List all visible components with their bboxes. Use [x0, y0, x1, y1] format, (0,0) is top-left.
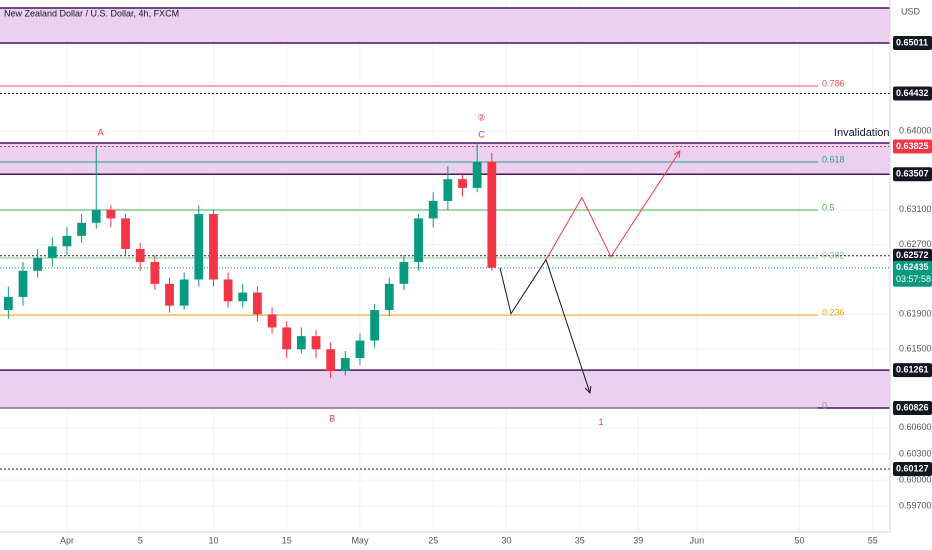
candle-body — [458, 179, 467, 188]
price-label: 0.60127 — [896, 463, 929, 473]
candle-body — [47, 246, 57, 258]
x-tick-label: 10 — [208, 535, 218, 545]
candle-body — [77, 222, 86, 236]
y-tick-label: 0.61900 — [899, 309, 932, 319]
annotation: 1 — [598, 417, 603, 427]
price-label-box — [893, 462, 932, 477]
arrow-head — [584, 385, 592, 395]
candle-body — [179, 279, 189, 306]
candle-body — [311, 336, 321, 350]
candle-body — [340, 357, 350, 372]
candle-body — [296, 336, 306, 350]
y-tick-label: 0.60000 — [899, 474, 932, 484]
x-tick-label: Jun — [690, 535, 705, 545]
candle-body — [91, 209, 101, 223]
candle-body — [121, 218, 130, 249]
candle-body — [135, 248, 145, 263]
candle-body — [194, 214, 204, 280]
price-label: 0.63507 — [896, 169, 929, 179]
x-tick-label: 30 — [501, 535, 511, 545]
y-tick-label: 0.63100 — [899, 204, 932, 214]
current-price-label: 0.62435 — [896, 262, 929, 272]
zone — [0, 143, 890, 175]
candle-body — [165, 283, 174, 306]
fib-label: 0.618 — [822, 154, 845, 164]
fib-label: 0.236 — [822, 307, 845, 317]
candle-body — [399, 262, 409, 284]
candle-body — [370, 310, 380, 341]
x-tick-label: 39 — [633, 535, 643, 545]
candle-body — [209, 214, 218, 280]
candle-body — [106, 209, 116, 219]
candle-body — [355, 340, 365, 358]
axis — [0, 0, 891, 533]
candle-body — [384, 283, 394, 311]
annotation: Invalidation — [834, 127, 890, 139]
candle-body — [3, 296, 13, 311]
x-tick-label: 5 — [138, 535, 143, 545]
candle-body — [414, 218, 423, 263]
candle-body — [238, 292, 248, 302]
price-label: 0.60826 — [896, 402, 929, 412]
projection-path — [545, 150, 681, 260]
x-tick-label: 15 — [282, 535, 292, 545]
price-label: 0.63825 — [896, 141, 929, 151]
y-tick-label: 0.60300 — [899, 448, 932, 458]
candle-body — [223, 279, 233, 302]
y-tick-label: 0.64000 — [899, 126, 932, 136]
annotation: C — [478, 129, 485, 139]
currency: USD — [901, 6, 921, 16]
projection-path — [499, 258, 591, 394]
chart-title: New Zealand Dollar / U.S. Dollar, 4h, FX… — [4, 8, 179, 18]
price-label: 0.64432 — [896, 88, 929, 98]
price-label-box — [893, 248, 932, 263]
y-tick-label: 0.60600 — [899, 422, 932, 432]
price-label-box — [893, 36, 932, 51]
candle-body — [326, 349, 336, 372]
candle-body — [428, 200, 438, 219]
y-tick-label: 0.62700 — [899, 239, 932, 249]
arrow-head — [673, 149, 681, 158]
zone — [0, 370, 890, 409]
x-tick-label: 55 — [868, 535, 878, 545]
candle-body — [267, 314, 277, 328]
fib-label: 0.786 — [822, 78, 845, 88]
price-label-box — [893, 167, 932, 182]
fib-label: 0 — [822, 400, 827, 410]
price-label-box — [893, 86, 932, 101]
candle-body — [487, 161, 497, 268]
candle-body — [150, 262, 160, 284]
x-tick-label: May — [351, 535, 369, 545]
price-label-box — [893, 401, 932, 416]
x-tick-label: 35 — [575, 535, 585, 545]
fib-label: 0.382 — [822, 250, 845, 260]
price-label: 0.61261 — [896, 364, 929, 374]
price-label-box — [893, 139, 932, 154]
annotation: B — [329, 413, 335, 423]
y-tick-label: 0.61500 — [899, 344, 932, 354]
candle-body — [33, 257, 43, 271]
candle-body — [62, 235, 72, 247]
candle-body — [443, 179, 453, 201]
price-label: 0.65011 — [896, 37, 928, 47]
plot — [0, 85, 890, 470]
x-tick-label: 50 — [794, 535, 804, 545]
fib-label: 0.5 — [822, 202, 835, 212]
candle-body — [282, 327, 292, 350]
price-label-box — [893, 363, 932, 378]
annotation: ② — [478, 112, 486, 122]
zone — [0, 8, 890, 44]
candle-body — [18, 270, 28, 297]
annotation: A — [98, 127, 104, 137]
current-price-box — [893, 260, 932, 287]
x-tick-label: Apr — [60, 535, 74, 545]
price-label: 0.62572 — [896, 250, 929, 260]
candle-body — [253, 292, 262, 315]
x-tick-label: 25 — [428, 535, 438, 545]
countdown: 03:57:58 — [896, 274, 931, 284]
candle-body — [472, 161, 482, 188]
y-tick-label: 0.59700 — [899, 501, 932, 511]
